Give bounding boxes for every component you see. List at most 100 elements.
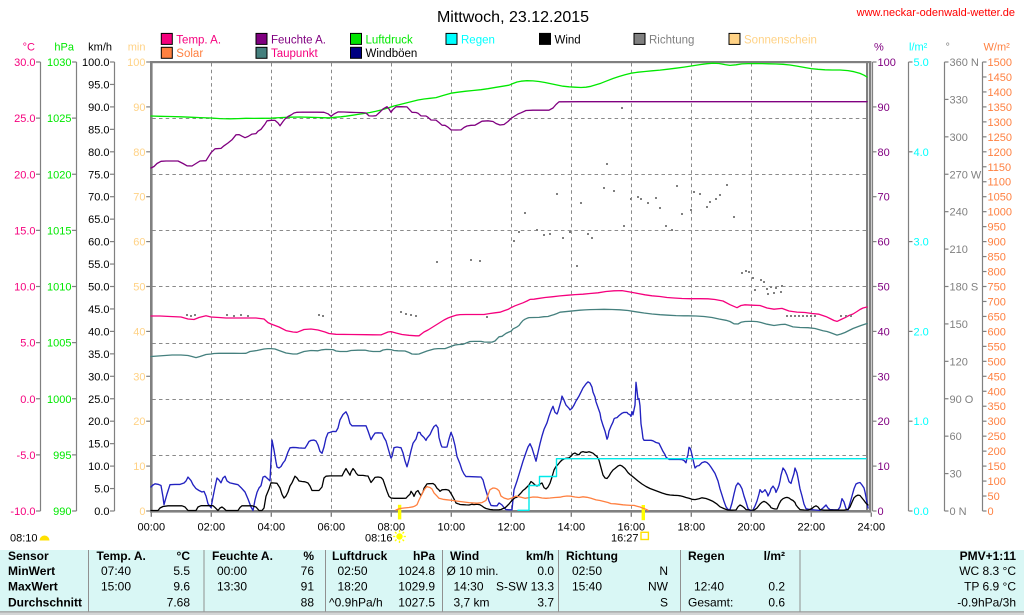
svg-text:80: 80 [878, 147, 890, 159]
svg-text:1030: 1030 [47, 57, 71, 69]
svg-text:5.0: 5.0 [94, 484, 109, 496]
svg-text:90 O: 90 O [950, 394, 974, 406]
svg-text:40: 40 [878, 326, 890, 338]
svg-text:0.0: 0.0 [537, 564, 554, 578]
svg-text:1150: 1150 [988, 162, 1012, 174]
svg-text:02:50: 02:50 [338, 564, 368, 578]
svg-text:Feuchte A.: Feuchte A. [271, 34, 326, 46]
svg-text:0 N: 0 N [950, 506, 967, 518]
svg-text:12:00: 12:00 [498, 521, 526, 533]
svg-text:Regen: Regen [688, 549, 725, 563]
svg-text:90: 90 [133, 102, 145, 114]
svg-text:60.0: 60.0 [88, 237, 109, 249]
svg-text:08:16: 08:16 [365, 533, 393, 545]
svg-text:10.0: 10.0 [14, 282, 35, 294]
svg-text:20: 20 [133, 416, 145, 428]
svg-text:45.0: 45.0 [88, 304, 109, 316]
svg-text:550: 550 [988, 341, 1006, 353]
svg-text:13:30: 13:30 [217, 580, 247, 594]
svg-text:20: 20 [878, 416, 890, 428]
svg-text:PMV+1:11: PMV+1:11 [960, 549, 1017, 563]
svg-text:1010: 1010 [47, 282, 71, 294]
svg-text:1015: 1015 [47, 225, 71, 237]
svg-text:30: 30 [950, 469, 962, 481]
svg-text:150: 150 [950, 319, 968, 331]
svg-text:06:00: 06:00 [318, 521, 346, 533]
svg-text:70: 70 [878, 192, 890, 204]
svg-text:15.0: 15.0 [14, 225, 35, 237]
svg-text:91: 91 [301, 580, 315, 594]
svg-text:700: 700 [988, 296, 1006, 308]
svg-text:^0.9hPa/h: ^0.9hPa/h [329, 596, 383, 610]
svg-text:1450: 1450 [988, 72, 1012, 84]
svg-text:00:00: 00:00 [138, 521, 166, 533]
svg-text:1350: 1350 [988, 102, 1012, 114]
svg-text:0: 0 [139, 506, 145, 518]
svg-text:1024.8: 1024.8 [398, 564, 435, 578]
svg-text:km/h: km/h [88, 42, 112, 54]
svg-text:200: 200 [988, 446, 1006, 458]
svg-text:30: 30 [133, 371, 145, 383]
svg-text:l/m²: l/m² [764, 549, 785, 563]
svg-text:20:00: 20:00 [738, 521, 766, 533]
svg-text:40.0: 40.0 [88, 326, 109, 338]
svg-text:50.0: 50.0 [88, 282, 109, 294]
svg-text:50: 50 [988, 491, 1000, 503]
svg-text:90: 90 [878, 102, 890, 114]
svg-text:60: 60 [878, 237, 890, 249]
svg-text:16:00: 16:00 [618, 521, 646, 533]
svg-text:1020: 1020 [47, 169, 71, 181]
svg-text:450: 450 [988, 371, 1006, 383]
svg-text:7.68: 7.68 [167, 596, 191, 610]
svg-text:15:40: 15:40 [572, 580, 602, 594]
svg-text:Wind: Wind [555, 34, 581, 46]
svg-text:100: 100 [878, 57, 896, 69]
svg-text:0.0: 0.0 [914, 506, 929, 518]
svg-text:4.0: 4.0 [914, 147, 929, 159]
svg-text:600: 600 [988, 326, 1006, 338]
svg-text:270 W: 270 W [950, 169, 982, 181]
svg-text:Luftdruck: Luftdruck [332, 549, 388, 563]
svg-text:10:00: 10:00 [438, 521, 466, 533]
svg-text:2.0: 2.0 [914, 326, 929, 338]
svg-text:3,7 km: 3,7 km [454, 596, 490, 610]
svg-text:360 N: 360 N [950, 57, 979, 69]
svg-text:65.0: 65.0 [88, 214, 109, 226]
svg-text:210: 210 [950, 244, 968, 256]
svg-text:%: % [303, 549, 314, 563]
svg-text:300: 300 [950, 132, 968, 144]
svg-text:1300: 1300 [988, 117, 1012, 129]
svg-text:25.0: 25.0 [88, 394, 109, 406]
svg-text:1200: 1200 [988, 147, 1012, 159]
svg-text:Gesamt:: Gesamt: [688, 596, 733, 610]
svg-text:Sensor: Sensor [8, 549, 49, 563]
svg-text:70: 70 [133, 192, 145, 204]
svg-text:07:40: 07:40 [101, 564, 131, 578]
svg-text:Luftdruck: Luftdruck [366, 34, 414, 46]
svg-text:240: 240 [950, 207, 968, 219]
svg-text:1000: 1000 [988, 207, 1012, 219]
svg-text:hPa: hPa [54, 42, 74, 54]
svg-text:12:40: 12:40 [694, 580, 724, 594]
svg-text:900: 900 [988, 237, 1006, 249]
svg-text:1100: 1100 [988, 177, 1012, 189]
svg-text:0.0: 0.0 [20, 394, 35, 406]
svg-text:Richtung: Richtung [649, 34, 694, 46]
svg-text:350: 350 [988, 401, 1006, 413]
svg-text:88: 88 [301, 596, 315, 610]
svg-text:02:00: 02:00 [198, 521, 226, 533]
svg-text:0.0: 0.0 [94, 506, 109, 518]
svg-text:Windböen: Windböen [366, 48, 418, 60]
svg-text:1050: 1050 [988, 192, 1012, 204]
svg-text:250: 250 [988, 431, 1006, 443]
svg-text:1400: 1400 [988, 87, 1012, 99]
svg-text:10.0: 10.0 [88, 461, 109, 473]
svg-text:14:00: 14:00 [558, 521, 586, 533]
svg-text:30.0: 30.0 [14, 57, 35, 69]
svg-text:1250: 1250 [988, 132, 1012, 144]
svg-text:1025: 1025 [47, 113, 71, 125]
svg-text:min: min [128, 42, 146, 54]
svg-text:950: 950 [988, 222, 1006, 234]
svg-text:S-SW 13.3: S-SW 13.3 [496, 580, 554, 594]
svg-text:1027.5: 1027.5 [398, 596, 435, 610]
